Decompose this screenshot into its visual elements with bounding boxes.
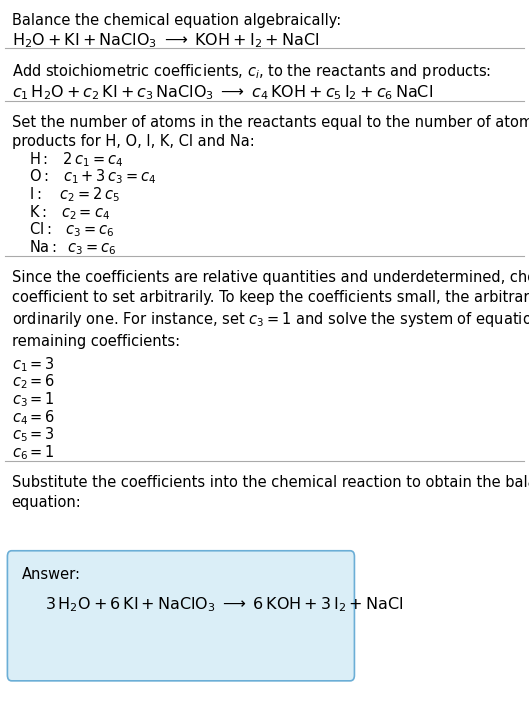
Text: $\mathregular{H:}\;\;\;2\,c_1 = c_4$: $\mathregular{H:}\;\;\;2\,c_1 = c_4$ xyxy=(29,150,123,168)
Text: Set the number of atoms in the reactants equal to the number of atoms in the
pro: Set the number of atoms in the reactants… xyxy=(12,115,529,149)
Text: Since the coefficients are relative quantities and underdetermined, choose a
coe: Since the coefficients are relative quan… xyxy=(12,270,529,349)
Text: $c_3 = 1$: $c_3 = 1$ xyxy=(12,390,54,409)
Text: $\mathregular{Na:}\;\;c_3 = c_6$: $\mathregular{Na:}\;\;c_3 = c_6$ xyxy=(29,238,116,257)
Text: $c_2 = 6$: $c_2 = 6$ xyxy=(12,373,55,391)
Text: $\mathregular{O:}\;\;\;c_1 + 3\,c_3 = c_4$: $\mathregular{O:}\;\;\;c_1 + 3\,c_3 = c_… xyxy=(29,168,157,186)
Text: $c_5 = 3$: $c_5 = 3$ xyxy=(12,426,54,444)
Text: $\mathregular{H_2O + KI + NaClO_3} \;\longrightarrow\; \mathregular{KOH + I_2 + : $\mathregular{H_2O + KI + NaClO_3} \;\lo… xyxy=(12,31,319,49)
Text: Substitute the coefficients into the chemical reaction to obtain the balanced
eq: Substitute the coefficients into the che… xyxy=(12,475,529,510)
Text: Answer:: Answer: xyxy=(22,567,81,582)
FancyBboxPatch shape xyxy=(7,551,354,681)
Text: Add stoichiometric coefficients, $c_i$, to the reactants and products:: Add stoichiometric coefficients, $c_i$, … xyxy=(12,62,491,81)
Text: Balance the chemical equation algebraically:: Balance the chemical equation algebraica… xyxy=(12,13,341,28)
Text: $\mathregular{K:}\;\;\;c_2 = c_4$: $\mathregular{K:}\;\;\;c_2 = c_4$ xyxy=(29,203,110,221)
Text: $c_1 = 3$: $c_1 = 3$ xyxy=(12,355,54,373)
Text: $c_1\,\mathregular{H_2O} + c_2\,\mathregular{KI} + c_3\,\mathregular{NaClO_3} \;: $c_1\,\mathregular{H_2O} + c_2\,\mathreg… xyxy=(12,83,433,102)
Text: $c_6 = 1$: $c_6 = 1$ xyxy=(12,443,54,462)
Text: $3\,\mathregular{H_2O} + 6\,\mathregular{KI} + \mathregular{NaClO_3} \;\longrigh: $3\,\mathregular{H_2O} + 6\,\mathregular… xyxy=(45,595,403,614)
Text: $\mathregular{Cl:}\;\;\;c_3 = c_6$: $\mathregular{Cl:}\;\;\;c_3 = c_6$ xyxy=(29,221,115,239)
Text: $\mathregular{I:}\;\;\;\;c_2 = 2\,c_5$: $\mathregular{I:}\;\;\;\;c_2 = 2\,c_5$ xyxy=(29,185,120,204)
Text: $c_4 = 6$: $c_4 = 6$ xyxy=(12,408,55,426)
